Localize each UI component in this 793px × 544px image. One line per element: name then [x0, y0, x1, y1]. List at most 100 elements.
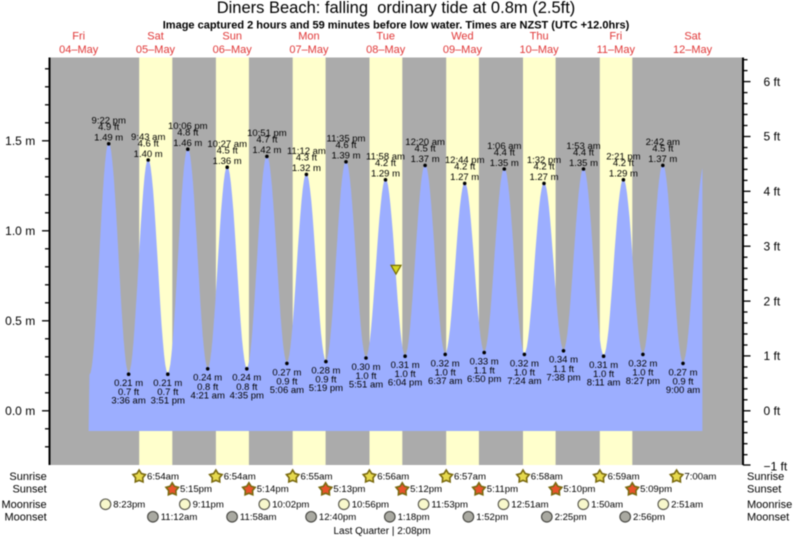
svg-text:4.5 ft: 4.5 ft	[415, 144, 436, 155]
svg-text:Image captured 2 hours and 59: Image captured 2 hours and 59 minutes be…	[163, 20, 630, 32]
svg-text:06–May: 06–May	[213, 44, 253, 56]
svg-text:11:12 am: 11:12 am	[287, 146, 326, 157]
svg-text:Moonset: Moonset	[4, 512, 46, 524]
svg-text:9:00 am: 9:00 am	[666, 385, 700, 396]
svg-text:Tue: Tue	[376, 31, 395, 43]
svg-text:1:50am: 1:50am	[591, 500, 623, 511]
svg-text:6:55am: 6:55am	[301, 471, 333, 482]
svg-text:0.9 ft: 0.9 ft	[276, 376, 297, 387]
svg-text:1.0 ft: 1.0 ft	[395, 369, 416, 380]
svg-text:5:13pm: 5:13pm	[333, 484, 365, 495]
svg-text:0.7 ft: 0.7 ft	[118, 387, 139, 398]
svg-text:6:56am: 6:56am	[377, 471, 409, 482]
svg-text:0.32 m: 0.32 m	[431, 358, 460, 369]
svg-text:Fri: Fri	[72, 31, 85, 43]
svg-text:2:21 pm: 2:21 pm	[606, 152, 640, 163]
svg-text:4.2 ft: 4.2 ft	[613, 158, 634, 169]
svg-text:12:40pm: 12:40pm	[319, 512, 356, 523]
svg-text:4.7 ft: 4.7 ft	[256, 135, 277, 146]
svg-text:0.31 m: 0.31 m	[589, 360, 618, 371]
svg-text:Diners Beach: falling ordinar: Diners Beach: falling ordinary tide at 0…	[217, 0, 576, 17]
svg-text:10:51 pm: 10:51 pm	[247, 128, 287, 139]
svg-text:0.8 ft: 0.8 ft	[197, 382, 218, 393]
svg-text:0.24 m: 0.24 m	[232, 373, 261, 384]
svg-text:6 ft: 6 ft	[764, 75, 781, 89]
svg-text:12:44 pm: 12:44 pm	[445, 155, 485, 166]
svg-text:4:35 pm: 4:35 pm	[230, 390, 264, 401]
svg-text:4.4 ft: 4.4 ft	[494, 147, 515, 158]
svg-text:Thu: Thu	[530, 31, 549, 43]
svg-text:Moonset: Moonset	[747, 512, 789, 524]
svg-text:08–May: 08–May	[366, 44, 406, 56]
svg-text:2:25pm: 2:25pm	[555, 512, 587, 523]
svg-text:0.8 ft: 0.8 ft	[236, 382, 257, 393]
svg-text:1 ft: 1 ft	[764, 349, 781, 363]
svg-text:1.35 m: 1.35 m	[569, 158, 598, 169]
svg-text:1.0 ft: 1.0 ft	[593, 369, 614, 380]
svg-text:1.40 m: 1.40 m	[134, 149, 163, 160]
svg-text:1.35 m: 1.35 m	[490, 158, 519, 169]
svg-text:6:04 pm: 6:04 pm	[388, 378, 422, 389]
svg-text:1.29 m: 1.29 m	[371, 169, 400, 180]
svg-text:1.0 ft: 1.0 ft	[632, 367, 653, 378]
svg-text:04–May: 04–May	[59, 44, 99, 56]
svg-text:0.34 m: 0.34 m	[549, 355, 578, 366]
svg-text:1.37 m: 1.37 m	[648, 154, 677, 165]
svg-text:1.27 m: 1.27 m	[450, 172, 479, 183]
svg-text:Last Quarter | 2:08pm: Last Quarter | 2:08pm	[333, 526, 430, 537]
svg-text:4:21 am: 4:21 am	[191, 390, 225, 401]
svg-text:1:06 am: 1:06 am	[487, 141, 521, 152]
svg-text:3:51 pm: 3:51 pm	[151, 396, 185, 407]
svg-text:Moonrise: Moonrise	[1, 499, 46, 511]
svg-text:0.27 m: 0.27 m	[668, 367, 697, 378]
svg-text:5:14pm: 5:14pm	[257, 484, 289, 495]
svg-text:5:12pm: 5:12pm	[410, 484, 442, 495]
svg-text:11–May: 11–May	[597, 44, 636, 56]
svg-text:Sat: Sat	[147, 31, 164, 43]
svg-text:4.6 ft: 4.6 ft	[138, 138, 159, 149]
svg-text:5:09pm: 5:09pm	[640, 484, 672, 495]
svg-text:1:52pm: 1:52pm	[476, 512, 508, 523]
svg-text:5:51 am: 5:51 am	[349, 380, 383, 391]
svg-text:9:11pm: 9:11pm	[193, 500, 224, 511]
svg-text:4.9 ft: 4.9 ft	[98, 122, 119, 133]
svg-text:1.0 ft: 1.0 ft	[355, 371, 376, 382]
svg-text:2:56pm: 2:56pm	[633, 512, 665, 523]
svg-text:1.5 m: 1.5 m	[5, 134, 35, 148]
svg-text:1:32 pm: 1:32 pm	[527, 155, 561, 166]
svg-text:0.30 m: 0.30 m	[351, 362, 380, 373]
svg-text:10:56pm: 10:56pm	[352, 500, 389, 511]
svg-text:1.37 m: 1.37 m	[411, 154, 440, 165]
svg-text:5:19 pm: 5:19 pm	[309, 383, 343, 394]
svg-text:6:54am: 6:54am	[147, 471, 179, 482]
svg-text:11:35 pm: 11:35 pm	[327, 134, 366, 145]
svg-text:4.5 ft: 4.5 ft	[652, 144, 673, 155]
svg-text:7:00am: 7:00am	[684, 471, 716, 482]
svg-text:2 ft: 2 ft	[764, 294, 781, 308]
svg-text:0.28 m: 0.28 m	[311, 366, 340, 377]
svg-text:5:11pm: 5:11pm	[487, 484, 518, 495]
svg-text:6:58am: 6:58am	[531, 471, 563, 482]
svg-text:1.46 m: 1.46 m	[173, 138, 202, 149]
svg-text:7:38 pm: 7:38 pm	[546, 372, 580, 383]
svg-text:4.8 ft: 4.8 ft	[177, 128, 198, 139]
svg-text:Sunrise: Sunrise	[9, 471, 46, 483]
svg-text:0.5 m: 0.5 m	[5, 314, 35, 328]
svg-text:1.36 m: 1.36 m	[213, 156, 242, 167]
svg-text:5:10pm: 5:10pm	[563, 484, 595, 495]
svg-text:0.33 m: 0.33 m	[470, 357, 499, 368]
svg-text:5:15pm: 5:15pm	[180, 484, 212, 495]
svg-text:12:20 am: 12:20 am	[405, 137, 445, 148]
svg-text:6:50 pm: 6:50 pm	[467, 374, 501, 385]
svg-text:1:53 am: 1:53 am	[566, 141, 600, 152]
svg-text:3 ft: 3 ft	[764, 239, 781, 253]
svg-text:10–May: 10–May	[520, 44, 560, 56]
svg-text:4.2 ft: 4.2 ft	[533, 162, 554, 173]
svg-text:4.6 ft: 4.6 ft	[335, 140, 356, 151]
svg-text:10:06 pm: 10:06 pm	[168, 121, 208, 132]
svg-text:8:23pm: 8:23pm	[113, 500, 145, 511]
svg-text:2:42 am: 2:42 am	[646, 137, 680, 148]
svg-text:11:53pm: 11:53pm	[431, 500, 468, 511]
svg-text:4 ft: 4 ft	[764, 185, 781, 199]
svg-text:Fri: Fri	[609, 31, 622, 43]
